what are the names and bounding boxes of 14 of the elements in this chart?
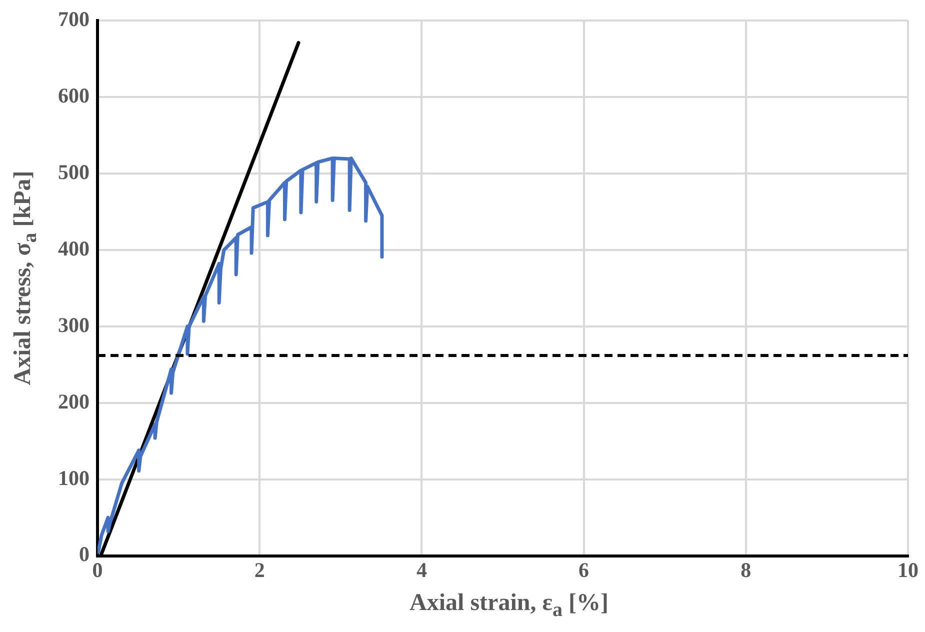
x-tick-label: 6: [578, 558, 590, 582]
y-tick-label: 300: [58, 312, 90, 337]
x-tick-label: 2: [254, 558, 265, 582]
y-tick-label: 200: [58, 389, 90, 414]
x-axis-title: Axial strain, ε$_{a}$ [%]: [408, 590, 610, 622]
y-tick-label: 600: [58, 83, 90, 108]
x-tick-label: 8: [740, 558, 752, 582]
y-tick-label: 500: [58, 160, 90, 184]
y-tick-label: 700: [58, 7, 90, 32]
x-tick-label: 10: [898, 558, 918, 582]
y-tick-label: 0: [79, 542, 90, 566]
x-tick-label: 4: [416, 558, 428, 582]
y-tick-label: 100: [58, 466, 90, 490]
y-tick-label: 400: [58, 236, 90, 260]
